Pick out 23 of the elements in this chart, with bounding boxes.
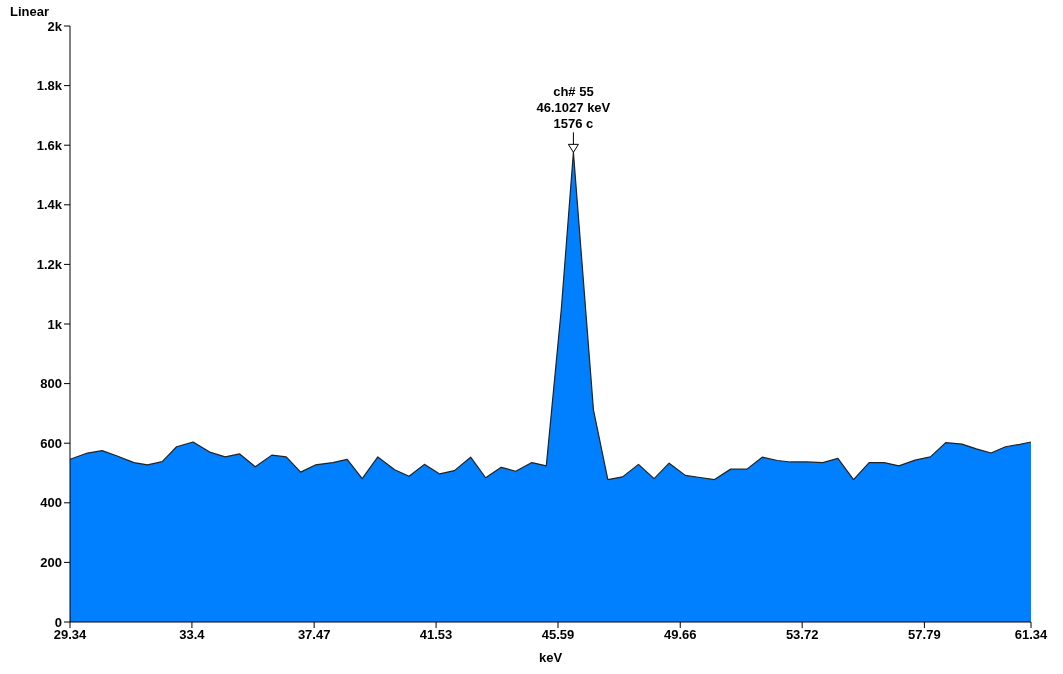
- y-tick-label: 1k: [47, 316, 63, 332]
- text: Linear: [10, 4, 50, 19]
- y-tick-label: 1.4k: [36, 197, 63, 213]
- y-tick-label: 800: [40, 376, 62, 392]
- y-tick-label: 1.8k: [36, 78, 63, 94]
- y-tick-label: 600: [40, 435, 62, 451]
- y-tick-label: 1.2k: [36, 257, 63, 273]
- x-tick-label: 37.47: [297, 627, 331, 643]
- y-tick-label: 1.6k: [36, 137, 63, 153]
- annotation: ch# 55 46.1027 keV 1576 c: [536, 84, 611, 132]
- x-tick-label: 33.4: [179, 627, 206, 643]
- x-tick-label: 61.34: [1014, 627, 1049, 643]
- x-axis-title: keV: [538, 650, 563, 665]
- x-tick-label: 49.66: [663, 627, 697, 643]
- y-tick-label: 0: [54, 614, 62, 630]
- y-tick-label: 400: [40, 495, 62, 511]
- x-tick-label: 29.34: [53, 627, 88, 643]
- x-tick-label: 41.53: [419, 627, 453, 643]
- x-tick-label: 53.72: [785, 627, 819, 643]
- y-tick-label: 2k: [47, 18, 63, 34]
- x-tick-label: 45.59: [541, 627, 575, 643]
- x-tick-label: 57.79: [908, 627, 941, 643]
- y-tick-label: 200: [40, 555, 62, 571]
